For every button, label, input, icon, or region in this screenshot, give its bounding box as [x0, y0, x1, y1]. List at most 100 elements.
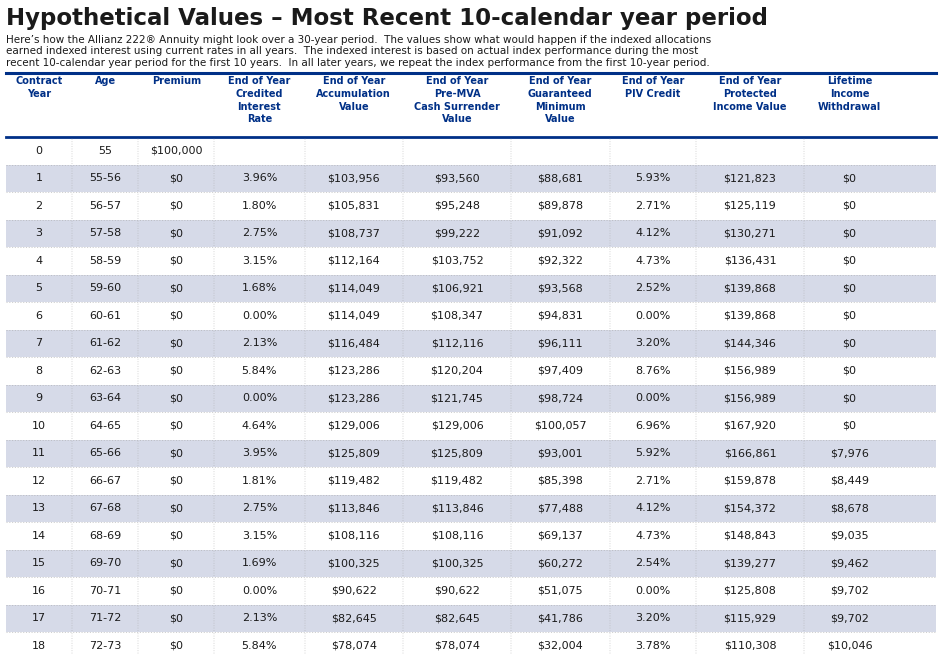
- Text: $78,074: $78,074: [434, 641, 480, 651]
- Text: $0: $0: [169, 310, 183, 321]
- Text: $0: $0: [842, 283, 856, 293]
- Text: 70-71: 70-71: [89, 586, 121, 596]
- Text: End of Year
Protected
Income Value: End of Year Protected Income Value: [713, 76, 787, 111]
- Text: 7: 7: [36, 338, 42, 348]
- Bar: [6, 495, 936, 522]
- Bar: [6, 632, 936, 655]
- Text: 10: 10: [32, 421, 46, 431]
- Text: $100,057: $100,057: [534, 421, 587, 431]
- Text: $105,831: $105,831: [327, 200, 380, 211]
- Bar: [6, 164, 936, 192]
- Text: $77,488: $77,488: [538, 503, 584, 514]
- Bar: [6, 522, 936, 550]
- Text: 6: 6: [36, 310, 42, 321]
- Text: $123,286: $123,286: [327, 365, 381, 376]
- Text: $0: $0: [169, 200, 183, 211]
- Text: $0: $0: [842, 310, 856, 321]
- Text: 61-62: 61-62: [89, 338, 121, 348]
- Text: 0.00%: 0.00%: [242, 310, 277, 321]
- Text: 12: 12: [32, 476, 46, 486]
- Text: 56-57: 56-57: [89, 200, 121, 211]
- Text: 16: 16: [32, 586, 46, 596]
- Text: 65-66: 65-66: [89, 448, 121, 458]
- Text: 64-65: 64-65: [89, 421, 121, 431]
- Text: $0: $0: [169, 228, 183, 238]
- Text: $8,678: $8,678: [830, 503, 869, 514]
- Text: 68-69: 68-69: [89, 531, 121, 541]
- Text: 2.13%: 2.13%: [242, 613, 277, 624]
- Text: Here’s how the Allianz 222® Annuity might look over a 30-year period.  The value: Here’s how the Allianz 222® Annuity migh…: [6, 35, 712, 45]
- Text: $0: $0: [169, 283, 183, 293]
- Text: 1.81%: 1.81%: [242, 476, 277, 486]
- Text: $93,560: $93,560: [434, 174, 479, 183]
- Text: 2.75%: 2.75%: [242, 503, 277, 514]
- Text: 55: 55: [98, 146, 112, 156]
- Text: $0: $0: [169, 393, 183, 403]
- Text: 66-67: 66-67: [89, 476, 121, 486]
- Text: $100,325: $100,325: [431, 558, 483, 569]
- Text: $0: $0: [169, 174, 183, 183]
- Text: $159,878: $159,878: [724, 476, 776, 486]
- Text: $89,878: $89,878: [538, 200, 584, 211]
- Text: $121,745: $121,745: [431, 393, 483, 403]
- Text: $82,645: $82,645: [331, 613, 377, 624]
- Text: 5.84%: 5.84%: [242, 641, 277, 651]
- Text: 8.76%: 8.76%: [635, 365, 670, 376]
- Bar: [6, 577, 936, 605]
- Text: $154,372: $154,372: [724, 503, 776, 514]
- Text: $0: $0: [169, 531, 183, 541]
- Text: $0: $0: [169, 448, 183, 458]
- Text: $10,046: $10,046: [826, 641, 872, 651]
- Text: $0: $0: [842, 228, 856, 238]
- Text: 1: 1: [36, 174, 42, 183]
- Text: 5: 5: [36, 283, 42, 293]
- Text: End of Year
Guaranteed
Minimum
Value: End of Year Guaranteed Minimum Value: [528, 76, 592, 124]
- Bar: [6, 384, 936, 412]
- Text: 4.73%: 4.73%: [635, 255, 670, 266]
- Text: $0: $0: [842, 200, 856, 211]
- Text: $91,092: $91,092: [538, 228, 583, 238]
- Text: 11: 11: [32, 448, 46, 458]
- Text: $100,325: $100,325: [327, 558, 380, 569]
- Text: $85,398: $85,398: [538, 476, 583, 486]
- Text: $96,111: $96,111: [538, 338, 583, 348]
- Text: 3.15%: 3.15%: [242, 531, 277, 541]
- Text: $108,737: $108,737: [327, 228, 381, 238]
- Text: $114,049: $114,049: [327, 310, 381, 321]
- Text: 4.64%: 4.64%: [242, 421, 277, 431]
- Bar: [6, 467, 936, 495]
- Bar: [6, 302, 936, 329]
- Text: $8,449: $8,449: [830, 476, 869, 486]
- Text: $0: $0: [169, 641, 183, 651]
- Text: 8: 8: [36, 365, 42, 376]
- Text: $116,484: $116,484: [327, 338, 381, 348]
- Text: $114,049: $114,049: [327, 283, 381, 293]
- Text: 5.84%: 5.84%: [242, 365, 277, 376]
- Text: 3.95%: 3.95%: [242, 448, 277, 458]
- Text: $156,989: $156,989: [724, 365, 776, 376]
- Text: $0: $0: [842, 338, 856, 348]
- Bar: [6, 357, 936, 384]
- Bar: [6, 192, 936, 219]
- Text: 72-73: 72-73: [89, 641, 121, 651]
- Text: 4: 4: [36, 255, 42, 266]
- Text: 0: 0: [36, 146, 42, 156]
- Text: End of Year
PIV Credit: End of Year PIV Credit: [621, 76, 684, 99]
- Text: End of Year
Accumulation
Value: End of Year Accumulation Value: [317, 76, 391, 111]
- Text: $0: $0: [842, 255, 856, 266]
- Text: 2.75%: 2.75%: [242, 228, 277, 238]
- Text: 0.00%: 0.00%: [635, 310, 670, 321]
- Text: $0: $0: [169, 255, 183, 266]
- Text: $60,272: $60,272: [538, 558, 583, 569]
- Text: $0: $0: [169, 586, 183, 596]
- Text: $112,164: $112,164: [327, 255, 380, 266]
- Text: 63-64: 63-64: [89, 393, 121, 403]
- Text: $99,222: $99,222: [434, 228, 480, 238]
- Text: 69-70: 69-70: [89, 558, 121, 569]
- Text: 17: 17: [32, 613, 46, 624]
- Text: $148,843: $148,843: [724, 531, 776, 541]
- Text: $95,248: $95,248: [434, 200, 480, 211]
- Text: 1.68%: 1.68%: [242, 283, 277, 293]
- Text: $120,204: $120,204: [431, 365, 483, 376]
- Text: recent 10-calendar year period for the first 10 years.  In all later years, we r: recent 10-calendar year period for the f…: [6, 58, 710, 68]
